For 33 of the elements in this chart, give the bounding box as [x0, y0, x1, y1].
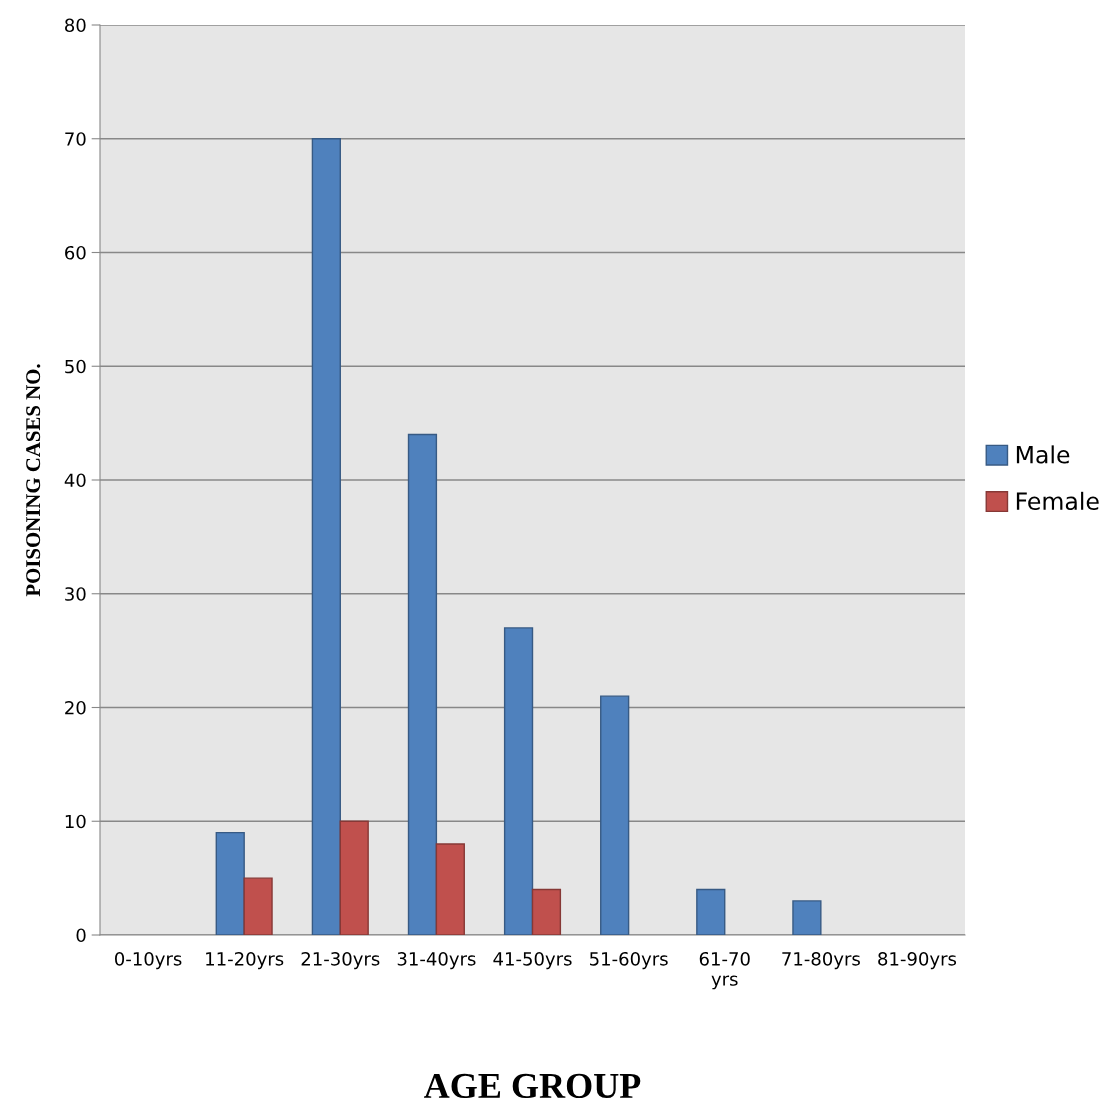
bar: [792, 900, 822, 935]
y-tick-label: 60: [65, 245, 86, 260]
bar: [215, 831, 245, 935]
x-axis-title: AGE GROUP: [424, 1073, 641, 1099]
legend-label: Female: [1016, 491, 1099, 511]
bar: [243, 877, 273, 935]
bar: [339, 820, 369, 935]
x-tick-label: 51-60yrs: [590, 951, 668, 970]
x-tick-label: 71-80yrs: [782, 951, 860, 970]
bar: [407, 433, 438, 935]
y-tick-label: 50: [65, 359, 86, 374]
x-tick-label: 31-40yrs: [397, 951, 476, 970]
x-tick-label: 41-50yrs: [493, 951, 572, 970]
y-tick-label: 30: [65, 587, 86, 601]
y-tick-label: 10: [65, 814, 86, 829]
x-tick-label: 21-30yrs: [301, 951, 380, 970]
y-axis-title: POISONING CASES NO.: [26, 364, 41, 597]
y-tick-label: 80: [65, 18, 86, 33]
x-tick-label: 61-70 yrs: [699, 951, 750, 990]
bar: [696, 888, 726, 935]
y-tick-label: 70: [65, 132, 86, 146]
bar: [600, 695, 630, 935]
bar: [503, 627, 534, 935]
y-tick-label: 0: [76, 928, 86, 943]
bar: [531, 888, 562, 935]
x-tick-label: 81-90yrs: [878, 951, 957, 970]
legend-label: Male: [1016, 445, 1070, 464]
bar: [311, 138, 341, 935]
y-tick-label: 40: [64, 473, 86, 488]
y-tick-label: 20: [65, 700, 86, 715]
x-tick-label: 0-10yrs: [115, 951, 182, 970]
bar: [435, 843, 465, 935]
x-tick-label: 11-20yrs: [206, 951, 284, 970]
